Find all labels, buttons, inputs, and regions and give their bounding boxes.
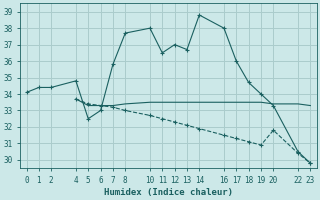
X-axis label: Humidex (Indice chaleur): Humidex (Indice chaleur) (104, 188, 233, 197)
